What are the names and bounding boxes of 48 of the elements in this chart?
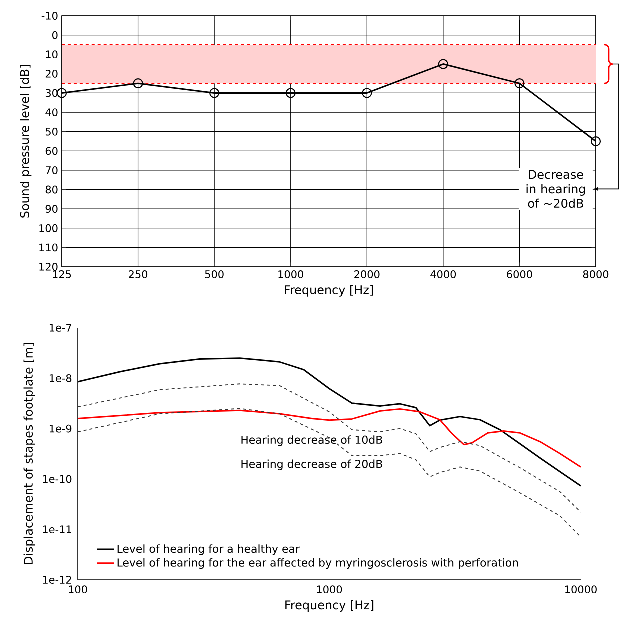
point	[362, 88, 372, 98]
point	[56, 88, 68, 98]
point	[514, 78, 525, 89]
x-axis-title: Frequency [Hz]	[286, 600, 374, 612]
y-tick-label: 90	[46, 205, 58, 214]
x-tick-label: 2000	[354, 270, 380, 278]
annotation: Hearing decrease of 20dB	[242, 460, 382, 470]
y-tick-label: 110	[40, 244, 58, 252]
y-tick-label: 50	[46, 128, 58, 136]
y-tick-label: 100	[40, 224, 58, 232]
y-tick-label: 1e-12	[43, 576, 72, 584]
x-tick-label: 1000	[317, 586, 342, 594]
y-tick-label: 30	[46, 89, 58, 98]
y-tick-label: 1e-9	[50, 424, 72, 433]
y-tick-label: 120	[40, 263, 58, 271]
legend-label: Level of hearing for the ear affected by myringosclerosis with perforation	[118, 558, 518, 570]
y-tick-label: 10	[46, 50, 58, 59]
point	[133, 78, 144, 89]
y-tick-label: 20	[46, 70, 58, 78]
y-tick-label: -10	[42, 12, 58, 20]
point	[438, 59, 448, 70]
y-tick-label: 1e-10	[43, 475, 72, 484]
x-tick-label: 4000	[430, 270, 456, 278]
x-tick-label: 1000	[278, 270, 304, 278]
x-tick-label: 250	[129, 270, 148, 278]
y-tick-label: 60	[46, 147, 58, 156]
point	[210, 88, 220, 98]
y-tick-label: 1e-7	[50, 324, 72, 332]
annotation: Hearing decrease of 10dB	[242, 436, 382, 446]
x-tick-label: 125	[53, 270, 72, 278]
y-tick-label: 1e-8	[50, 374, 72, 382]
y-tick-label: 0	[52, 31, 58, 40]
y-tick-label: 80	[46, 186, 58, 194]
annotation: Decrease in hearing of ~20dB	[526, 170, 586, 208]
y-axis-title: Displacement of stapes footplate [m]	[24, 343, 36, 564]
x-tick-label: 10000	[566, 586, 597, 594]
y-tick-label: 40	[46, 108, 58, 116]
x-tick-label: 500	[205, 270, 224, 278]
point	[590, 136, 602, 147]
y-tick-label: 70	[46, 166, 58, 174]
x-tick-label: 100	[69, 586, 88, 594]
x-axis-title: Frequency [Hz]	[285, 285, 374, 297]
y-axis-title: Sound pressure level [dB]	[20, 65, 32, 218]
point	[286, 88, 296, 98]
legend-label: Level of hearing for a healthy ear	[118, 544, 300, 556]
x-tick-label: 8000	[583, 270, 609, 278]
x-tick-label: 6000	[507, 270, 532, 278]
y-tick-label: 1e-11	[43, 526, 72, 534]
